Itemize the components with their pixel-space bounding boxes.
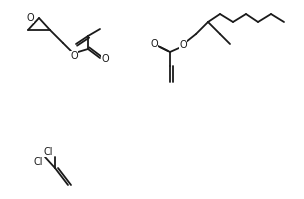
Text: Cl: Cl bbox=[43, 147, 53, 157]
Text: Cl: Cl bbox=[33, 157, 43, 167]
Text: O: O bbox=[150, 39, 158, 49]
Text: O: O bbox=[101, 54, 109, 64]
Text: O: O bbox=[26, 13, 34, 23]
Text: O: O bbox=[179, 40, 187, 50]
Text: O: O bbox=[70, 51, 78, 61]
